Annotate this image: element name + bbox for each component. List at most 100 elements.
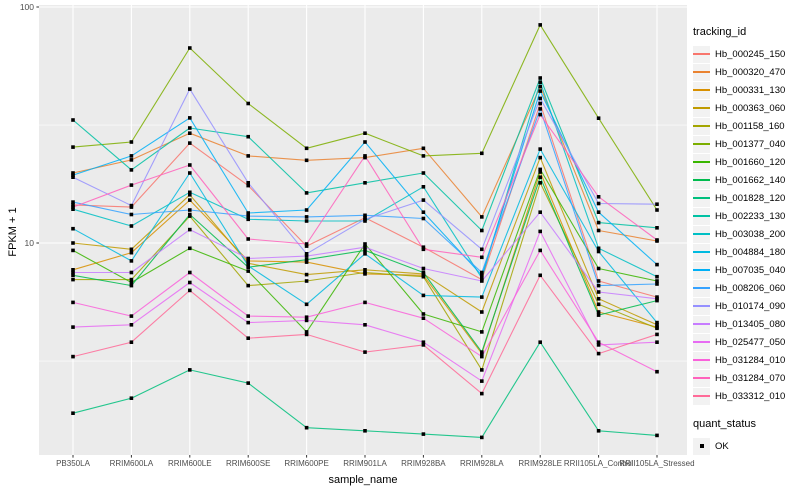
legend-line-icon [693, 53, 710, 55]
data-point [363, 268, 367, 272]
data-point [421, 171, 426, 175]
data-point [596, 210, 601, 214]
x-tick-label: RRIM600SE [226, 459, 270, 468]
data-point [655, 279, 659, 283]
data-point [363, 429, 367, 433]
x-tick-label: RRIM928LA [460, 459, 504, 468]
legend-line-icon [693, 197, 710, 199]
data-point [71, 277, 75, 282]
legend-line-icon [693, 89, 710, 91]
data-point [480, 276, 484, 280]
data-point [246, 261, 250, 266]
legend-line-icon [693, 251, 710, 253]
legend-items: Hb_000245_150 Hb_000320_470 Hb_000331_130 H… [693, 45, 799, 405]
data-point [363, 242, 367, 246]
legend-key-box [693, 189, 710, 207]
data-point [246, 256, 250, 261]
legend-item-Hb_001158_160: Hb_001158_160 [693, 117, 799, 135]
data-point [421, 154, 426, 158]
data-point [246, 237, 250, 241]
data-point [363, 270, 367, 275]
data-point [538, 76, 542, 80]
data-point [304, 146, 309, 151]
data-point [596, 351, 601, 356]
data-point [71, 325, 75, 329]
legend-key-box [693, 153, 710, 171]
data-point [538, 155, 542, 160]
data-point [246, 214, 250, 218]
data-point [304, 208, 309, 212]
data-point [421, 210, 426, 214]
legend-line-icon [693, 125, 710, 127]
data-point [129, 183, 134, 187]
data-point [129, 247, 134, 252]
data-point [363, 323, 367, 327]
legend-item-label: Hb_000331_130 [715, 84, 786, 96]
data-point [538, 89, 542, 93]
data-point [655, 274, 659, 279]
data-point [480, 279, 484, 283]
legend-line-icon [693, 377, 710, 379]
data-point [129, 158, 134, 162]
data-point [304, 315, 309, 319]
data-point [188, 208, 192, 212]
legend-line-icon [693, 269, 710, 271]
data-point [188, 87, 192, 91]
data-point [71, 226, 75, 231]
data-point [129, 212, 134, 217]
data-point [71, 118, 75, 122]
data-point [480, 270, 484, 275]
data-point [304, 279, 309, 283]
data-point [129, 203, 134, 208]
data-point [129, 283, 134, 288]
data-point [71, 241, 75, 245]
data-point [421, 340, 426, 344]
legend-key-box [693, 135, 710, 153]
data-point [421, 316, 426, 320]
data-point [363, 350, 367, 354]
legend-item-Hb_001828_120: Hb_001828_120 [693, 189, 799, 207]
data-point [304, 254, 309, 258]
data-point [538, 84, 542, 89]
legend-item-label: Hb_001662_140 [715, 174, 786, 186]
data-point [71, 354, 75, 359]
legend-line-icon [693, 179, 710, 181]
x-tick-label: RRIM600LE [168, 459, 212, 468]
legend-key-box [693, 117, 710, 135]
data-point [188, 288, 192, 293]
data-point [129, 280, 134, 285]
data-point [480, 350, 484, 354]
data-point [129, 314, 134, 318]
data-point [188, 193, 192, 197]
data-point [363, 217, 367, 222]
legend-item-label: Hb_002233_130 [715, 210, 786, 222]
data-point [363, 131, 367, 135]
data-point [655, 332, 659, 337]
legend-line-icon [693, 323, 710, 325]
data-point [421, 312, 426, 316]
legend-line-icon [693, 341, 710, 343]
data-point [655, 202, 659, 206]
legend-line-icon [693, 233, 710, 235]
data-point [596, 340, 601, 344]
legend-item-label: Hb_031284_010 [715, 354, 786, 366]
data-point [246, 314, 250, 318]
data-point [596, 116, 601, 120]
data-point [421, 216, 426, 221]
data-point [480, 247, 484, 252]
data-point [421, 198, 426, 202]
data-point [480, 215, 484, 219]
legend-item-Hb_000320_470: Hb_000320_470 [693, 63, 799, 81]
legend-key-box [693, 369, 710, 387]
data-point [246, 259, 250, 263]
data-point [655, 340, 659, 344]
legend-item-label: Hb_001828_120 [715, 192, 786, 204]
data-point [71, 268, 75, 272]
data-point [596, 266, 601, 271]
data-point [538, 273, 542, 278]
legend-line-icon [693, 287, 710, 289]
data-point [304, 252, 309, 256]
data-point [538, 147, 542, 151]
legend-item-Hb_013405_080: Hb_013405_080 [693, 315, 799, 333]
